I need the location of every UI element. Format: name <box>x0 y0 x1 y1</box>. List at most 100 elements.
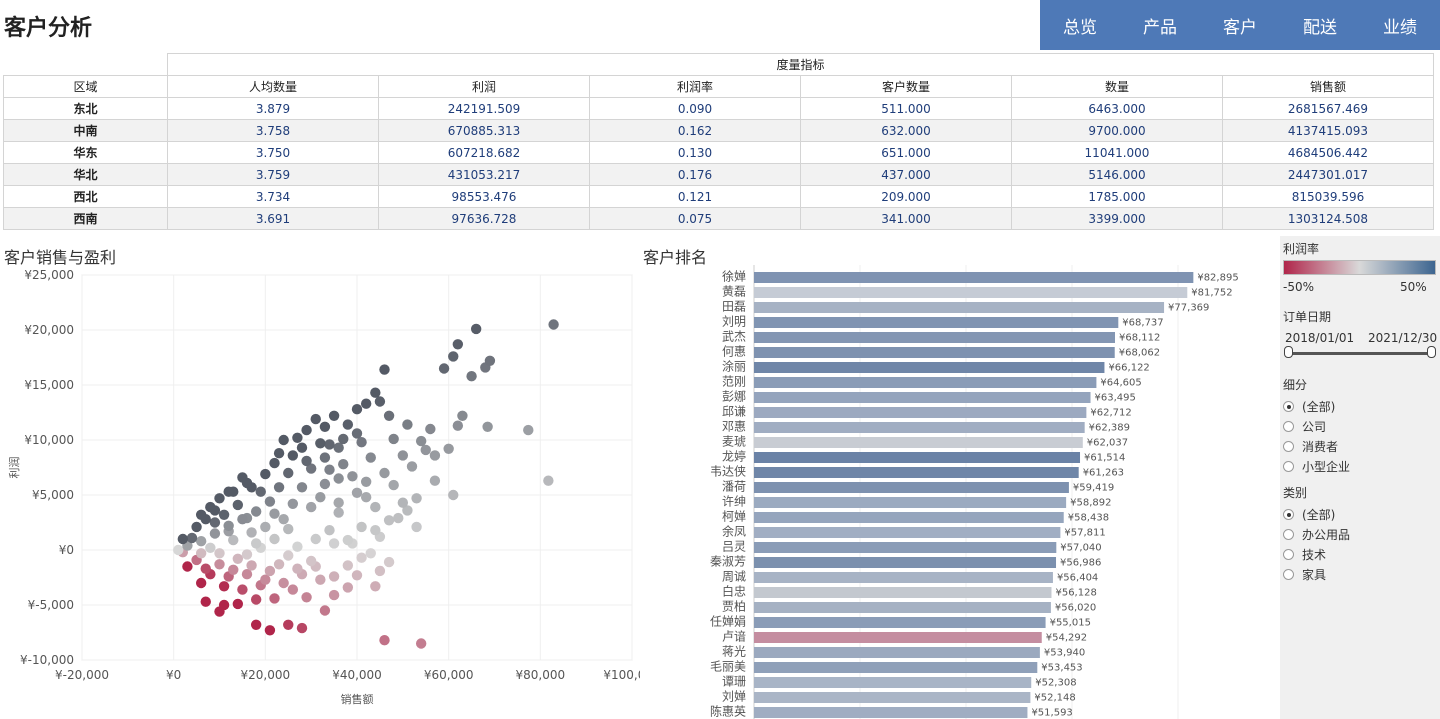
scatter-point <box>333 442 344 453</box>
ranking-bar-chart[interactable]: 徐婵 ¥82,895 黄磊 ¥81,752 田磊 ¥77,369 刘明 ¥68,737 武杰 ¥6… <box>650 265 1280 719</box>
customer-value-label: ¥68,112 <box>1119 333 1160 344</box>
segment-option-small-business[interactable]: 小型企业 <box>1283 458 1350 475</box>
customer-name-label: 柯婵 <box>722 510 746 524</box>
scatter-point <box>301 424 312 436</box>
scatter-point <box>305 501 317 513</box>
scatter-point <box>324 439 335 450</box>
x-tick-label: ¥80,000 <box>516 668 566 682</box>
category-option-tech[interactable]: 技术 <box>1283 546 1326 563</box>
scatter-point <box>250 538 262 549</box>
scatter-point <box>370 581 381 592</box>
y-tick-label: ¥15,000 <box>24 378 74 392</box>
table-cell: 815039.596 <box>1222 185 1434 208</box>
table-cell: 2447301.017 <box>1222 163 1434 186</box>
date-slider-start-handle[interactable] <box>1284 346 1293 358</box>
legend-min-label: -50% <box>1283 280 1315 294</box>
customer-value-label: ¥68,737 <box>1122 318 1163 329</box>
radio-icon[interactable] <box>1283 421 1294 432</box>
date-end-value[interactable]: 2021/12/30 <box>1368 331 1438 345</box>
radio-icon[interactable] <box>1283 529 1294 540</box>
customer-bar <box>754 347 1115 358</box>
customer-bar <box>754 572 1053 583</box>
scatter-point <box>333 507 344 518</box>
table-cell: 0.075 <box>589 207 801 230</box>
customer-value-label: ¥54,292 <box>1046 633 1087 644</box>
customer-value-label: ¥56,128 <box>1055 588 1096 599</box>
scatter-chart[interactable]: ¥-20,000 ¥0 ¥20,000 ¥40,000 ¥60,000 ¥80,000 ¥1… <box>0 265 640 715</box>
customer-value-label: ¥52,308 <box>1035 678 1076 689</box>
scatter-point <box>397 497 409 508</box>
tab-customer[interactable]: 客户 <box>1223 17 1257 38</box>
segment-option-company[interactable]: 公司 <box>1283 418 1326 435</box>
scatter-point <box>379 467 390 479</box>
customer-bar <box>754 617 1046 628</box>
customer-value-label: ¥53,940 <box>1044 648 1085 659</box>
scatter-point <box>397 450 409 461</box>
option-label: 公司 <box>1302 420 1327 434</box>
customer-value-label: ¥53,453 <box>1041 663 1082 674</box>
scatter-point <box>260 574 271 585</box>
date-start-value[interactable]: 2018/01/01 <box>1285 331 1355 345</box>
scatter-point <box>200 596 211 607</box>
date-range-slider[interactable] <box>1290 352 1430 355</box>
scatter-point <box>195 577 207 589</box>
scatter-point <box>296 482 308 493</box>
customer-value-label: ¥61,263 <box>1083 468 1124 479</box>
option-label: 小型企业 <box>1302 460 1351 474</box>
scatter-point <box>232 553 244 564</box>
scatter-point <box>237 584 248 595</box>
radio-selected-icon[interactable] <box>1283 509 1294 520</box>
scatter-point <box>543 475 554 486</box>
customer-name-label: 谭珊 <box>722 675 746 689</box>
table-cell: 607218.682 <box>378 141 590 164</box>
tab-product[interactable]: 产品 <box>1143 17 1177 38</box>
scatter-point <box>241 569 253 580</box>
segment-option-consumer[interactable]: 消费者 <box>1283 438 1338 455</box>
table-cell: 西北 <box>3 185 168 208</box>
tab-performance[interactable]: 业绩 <box>1383 17 1417 38</box>
scatter-point <box>269 533 280 545</box>
radio-icon[interactable] <box>1283 461 1294 472</box>
customer-name-label: 韦达侠 <box>710 465 746 479</box>
category-option-office[interactable]: 办公用品 <box>1283 526 1350 543</box>
scatter-point <box>466 371 477 382</box>
customer-name-label: 刘婵 <box>722 690 746 704</box>
scatter-point <box>452 339 464 350</box>
customer-name-label: 陈惠英 <box>710 704 746 719</box>
customer-value-label: ¥57,040 <box>1060 543 1101 554</box>
radio-selected-icon[interactable] <box>1283 401 1294 412</box>
page-title: 客户分析 <box>4 16 93 41</box>
customer-name-label: 毛丽美 <box>710 660 746 674</box>
customer-name-label: 范刚 <box>722 375 746 389</box>
scatter-point <box>269 508 280 519</box>
radio-icon[interactable] <box>1283 549 1294 560</box>
segment-option-all[interactable]: (全部) <box>1283 398 1335 415</box>
scatter-point <box>301 455 312 467</box>
scatter-point <box>315 438 326 449</box>
scatter-point <box>338 459 349 470</box>
scatter-point <box>356 521 367 533</box>
scatter-point <box>292 541 303 552</box>
radio-icon[interactable] <box>1283 569 1294 580</box>
column-header: 人均数量 <box>167 75 379 98</box>
category-option-furniture[interactable]: 家具 <box>1283 566 1326 583</box>
x-tick-label: ¥20,000 <box>241 668 291 682</box>
radio-icon[interactable] <box>1283 441 1294 452</box>
scatter-point <box>287 450 299 461</box>
customer-bar <box>754 302 1165 313</box>
tab-delivery[interactable]: 配送 <box>1303 17 1337 38</box>
customer-value-label: ¥68,062 <box>1119 348 1160 359</box>
table-cell: 511.000 <box>800 97 1012 120</box>
table-cell: 0.090 <box>589 97 801 120</box>
date-slider-end-handle[interactable] <box>1427 346 1436 358</box>
scatter-point <box>370 501 381 513</box>
customer-value-label: ¥58,438 <box>1068 513 1109 524</box>
category-option-all[interactable]: (全部) <box>1283 506 1335 523</box>
scatter-point <box>360 492 372 503</box>
scatter-point <box>241 549 253 560</box>
table-corner <box>3 53 168 76</box>
scatter-point <box>232 499 244 511</box>
scatter-point <box>250 506 262 517</box>
customer-name-label: 武杰 <box>722 330 746 344</box>
tab-overview[interactable]: 总览 <box>1063 17 1097 38</box>
